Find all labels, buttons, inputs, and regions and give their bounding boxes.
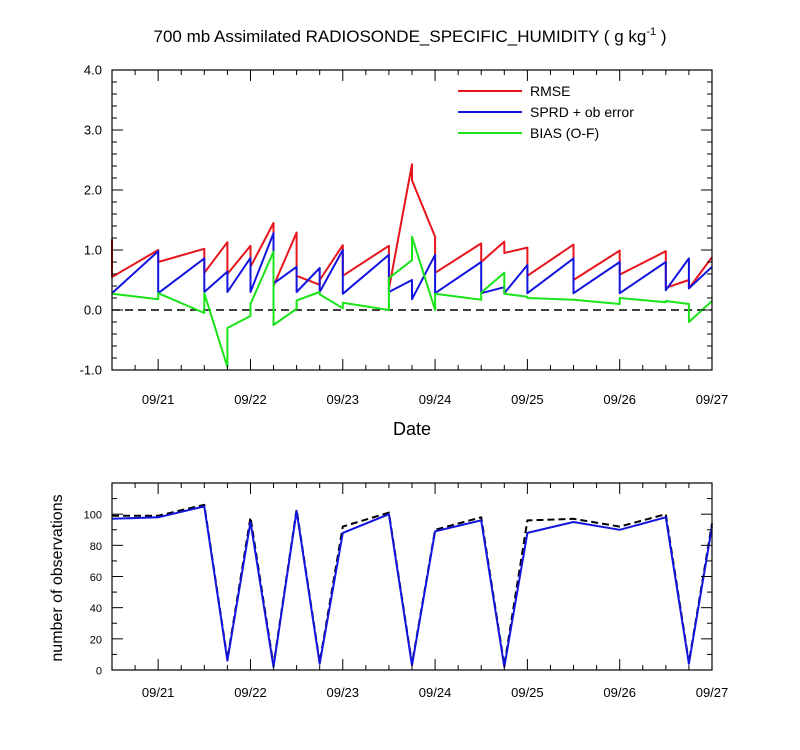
x-tick-label: 09/23 [326,392,359,407]
series-line-rmse [111,163,713,290]
top-chart-panel: 09/21 09/22 09/23 09/24 09/25 09/26 09/27 -1.0 0… [80,63,729,408]
x-tick-label: 09/22 [234,685,267,700]
x-tick-label: 09/24 [419,685,452,700]
y-tick-label: -1.0 [80,363,102,378]
x-tick-label: 09/26 [603,685,636,700]
x-tick-label: 09/27 [696,392,729,407]
y-tick-label: 2.0 [84,183,102,198]
legend-label-rmse: RMSE [530,83,570,99]
legend-label-sprd-ob-error: SPRD + ob error [530,104,634,120]
x-axis-label: Date [393,419,431,439]
title-end: ) [656,27,666,46]
title-superscript: -1 [646,26,656,38]
plot-frame [111,482,713,671]
y-tick-label: 1.0 [84,243,102,258]
y-tick-label: 3.0 [84,123,102,138]
series-line-sprd-ob-error [111,232,713,301]
x-tick-label: 09/22 [234,392,267,407]
x-tick-label: 09/25 [511,685,544,700]
series-line-assimilated [111,505,713,668]
x-tick-label: 09/26 [603,392,636,407]
chart-legend: RMSE SPRD + ob error BIAS (O-F) [458,83,634,141]
y-tick-label: 0.0 [84,303,102,318]
y-tick-label: 60 [90,572,102,584]
bottom-chart-panel: 09/21 09/22 09/23 09/24 09/25 09/26 09/27 0 20 40… [84,482,729,700]
y-tick-label: 100 [84,510,102,522]
x-tick-label: 09/23 [326,685,359,700]
y-tick-label: 4.0 [84,63,102,78]
x-tick-label: 09/27 [696,685,729,700]
x-tick-label: 09/21 [142,392,175,407]
series-line-bias-o-f [111,235,713,368]
x-tick-label: 09/21 [142,685,175,700]
legend-label-bias-o-f: BIAS (O-F) [530,125,599,141]
x-tick-label: 09/25 [511,392,544,407]
x-tick-label: 09/24 [419,392,452,407]
y-tick-label: 80 [90,541,102,553]
chart-title: 700 mb Assimilated RADIOSONDE_SPECIFIC_H… [154,26,667,46]
y-tick-label: 0 [96,666,102,678]
y-tick-label: 20 [90,634,102,646]
y-tick-label: 40 [90,603,102,615]
y-axis-label-observations: number of observations [49,494,66,661]
